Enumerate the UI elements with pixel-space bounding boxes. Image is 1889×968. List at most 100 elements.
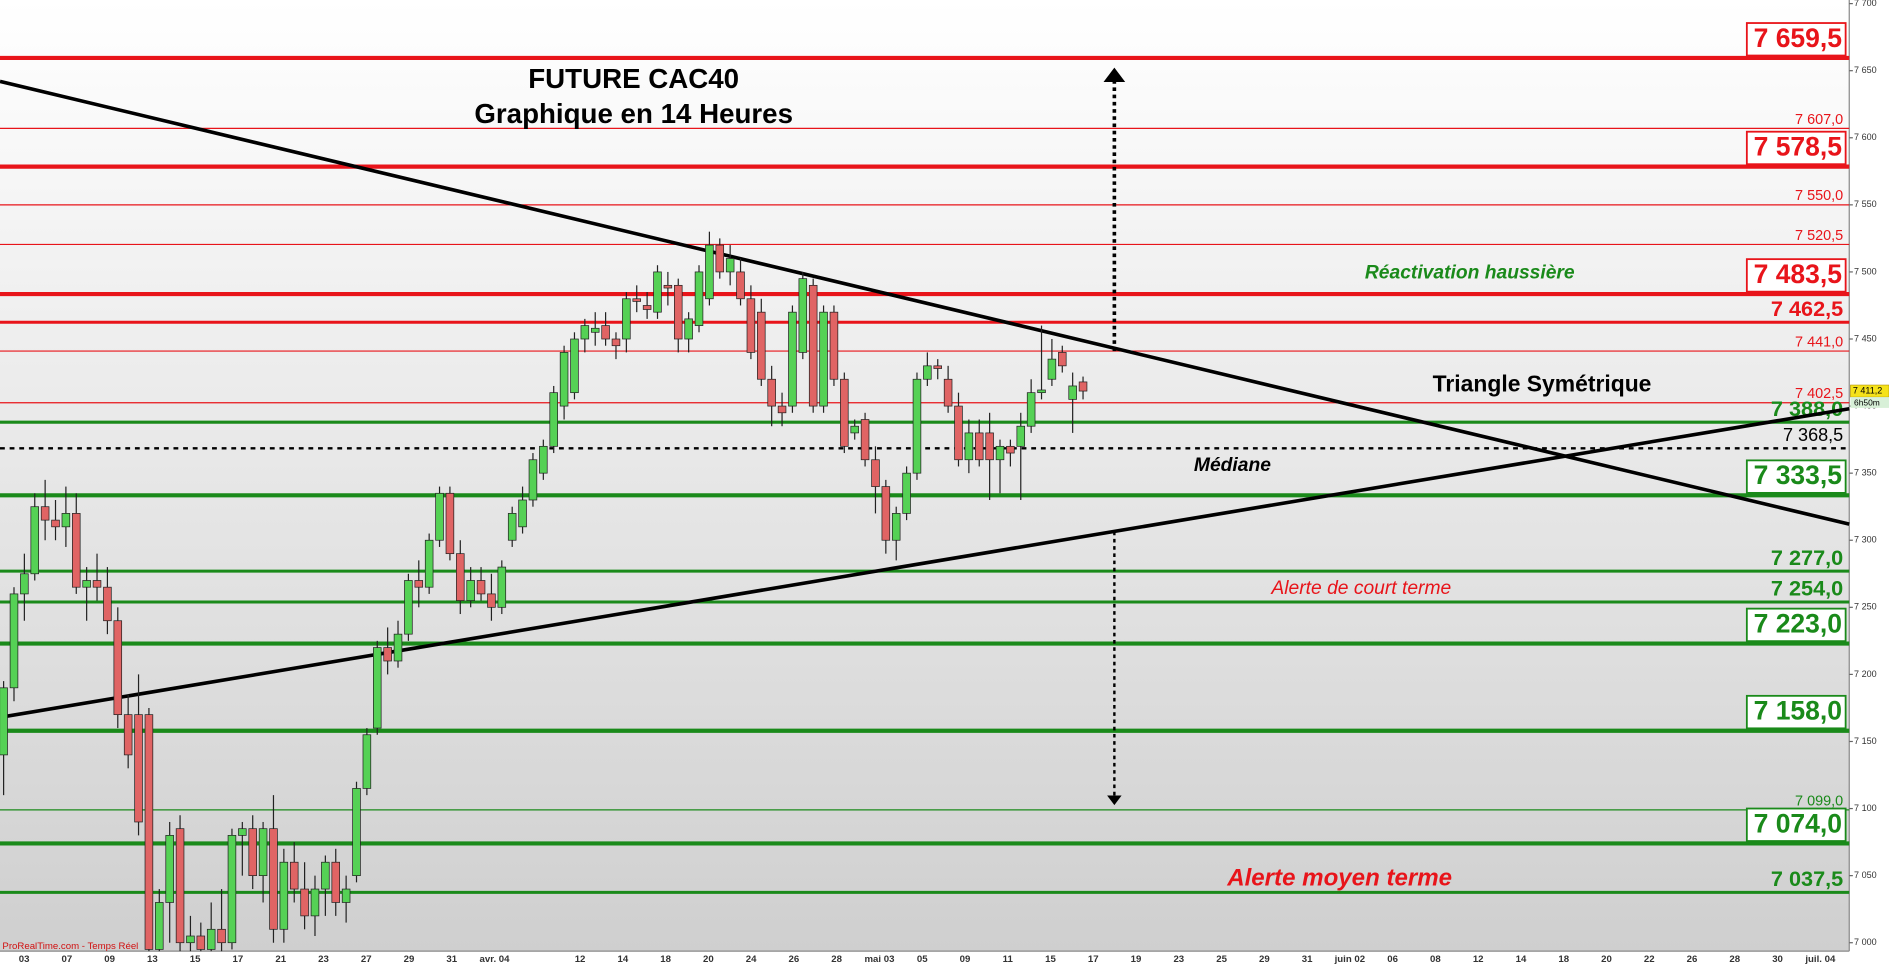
arrow-head bbox=[1107, 795, 1122, 806]
x-tick-label: 08 bbox=[1430, 954, 1441, 965]
candle-body bbox=[51, 519, 60, 528]
level-label: 7 074,0 bbox=[1754, 808, 1842, 838]
x-tick-label: 30 bbox=[1772, 954, 1783, 965]
level-label: 7 277,0 bbox=[1771, 545, 1843, 570]
y-tick-label: 7 550 bbox=[1854, 199, 1877, 209]
x-tick-label: 18 bbox=[1558, 954, 1569, 965]
candles bbox=[0, 231, 1088, 952]
level-label: 7 659,5 bbox=[1754, 23, 1842, 53]
candle-body bbox=[92, 580, 102, 588]
level-label: 7 402,5 bbox=[1795, 386, 1843, 402]
y-tick-label: 7 600 bbox=[1854, 132, 1877, 142]
candle-body bbox=[995, 445, 1005, 461]
candle-body bbox=[570, 338, 579, 394]
level-label: 7 578,5 bbox=[1754, 132, 1842, 162]
level-label: 7 158,0 bbox=[1754, 696, 1842, 726]
candle-body bbox=[808, 284, 818, 407]
candle-body bbox=[1016, 425, 1026, 447]
candle-body bbox=[871, 459, 880, 487]
candle-body bbox=[331, 861, 340, 903]
candle-body bbox=[798, 278, 808, 353]
candle-body bbox=[414, 580, 424, 588]
candle-body bbox=[1058, 352, 1067, 367]
y-tick-label: 7 350 bbox=[1854, 468, 1877, 478]
candle-body bbox=[186, 935, 195, 944]
level-label-box bbox=[1745, 130, 1847, 166]
candle-body bbox=[767, 378, 776, 407]
candle-body bbox=[943, 378, 953, 407]
level-label: 7 333,5 bbox=[1754, 460, 1842, 490]
x-tick-label: 20 bbox=[1601, 954, 1612, 965]
x-tick-label: 14 bbox=[617, 954, 628, 965]
candle-body bbox=[840, 378, 849, 447]
x-tick-label: 21 bbox=[275, 954, 286, 965]
candle-body bbox=[974, 432, 984, 461]
candle-body bbox=[985, 432, 994, 461]
level-label: 7 550,0 bbox=[1795, 188, 1843, 204]
candle-body bbox=[30, 506, 40, 575]
y-tick-label: 7 250 bbox=[1854, 602, 1877, 612]
trendline bbox=[0, 406, 1850, 720]
countdown-tag bbox=[1850, 397, 1889, 408]
x-tick-label: 11 bbox=[1003, 954, 1014, 965]
source: ProRealTime.com - Temps Réel bbox=[2, 941, 138, 952]
x-tick-label: 13 bbox=[147, 954, 158, 965]
candle-body bbox=[850, 425, 859, 434]
candle-body bbox=[487, 593, 496, 608]
candle-body bbox=[72, 513, 81, 588]
candle-body bbox=[590, 327, 600, 333]
candle-body bbox=[123, 714, 133, 756]
candle-body bbox=[352, 788, 361, 876]
x-tick-label: 03 bbox=[19, 954, 30, 965]
x-tick-label: 15 bbox=[190, 954, 201, 965]
candle-body bbox=[383, 647, 392, 662]
x-tick-label: mai 03 bbox=[864, 954, 894, 965]
x-tick-label: 29 bbox=[1259, 954, 1270, 965]
x-tick-label: 25 bbox=[1216, 954, 1227, 965]
candle-body bbox=[206, 928, 216, 950]
x-tick-label: 29 bbox=[404, 954, 415, 965]
x-tick-label: 27 bbox=[361, 954, 372, 965]
candle-body bbox=[196, 935, 206, 950]
candle-body bbox=[373, 647, 382, 729]
candle-body bbox=[289, 861, 299, 890]
candle-body bbox=[923, 365, 932, 380]
level-label: 7 368,5 bbox=[1783, 425, 1843, 445]
x-tick-label: 15 bbox=[1045, 954, 1056, 965]
y-tick-label: 7 000 bbox=[1854, 937, 1877, 947]
y-tick-label: 7 050 bbox=[1854, 870, 1877, 880]
y-tick-label: 7 500 bbox=[1854, 266, 1877, 276]
candle-body bbox=[1026, 392, 1036, 427]
candle-body bbox=[362, 734, 372, 789]
candle-body bbox=[663, 284, 673, 289]
y-tick-label: 7 450 bbox=[1854, 333, 1877, 343]
last-price-label: 7 411,2 bbox=[1853, 385, 1882, 395]
x-tick-label: 28 bbox=[1729, 954, 1740, 965]
candle-body bbox=[435, 492, 444, 541]
level-label: 7 223,0 bbox=[1754, 608, 1842, 638]
x-tick-label: 24 bbox=[746, 954, 757, 965]
candle-body bbox=[300, 888, 309, 917]
candle-body bbox=[1068, 385, 1077, 400]
candle-body bbox=[757, 311, 766, 380]
level-label: 7 441,0 bbox=[1795, 334, 1843, 350]
candle-body bbox=[279, 861, 289, 930]
x-tick-label: 28 bbox=[831, 954, 842, 965]
candle-body bbox=[82, 580, 91, 588]
x-tick-label: 12 bbox=[575, 954, 586, 965]
candle-body bbox=[902, 472, 911, 514]
countdown: 6h50m bbox=[1854, 397, 1880, 407]
annotation: Alerte moyen terme bbox=[1226, 864, 1452, 891]
x-tick-label: juin 02 bbox=[1334, 954, 1366, 965]
level-label: 7 037,5 bbox=[1771, 866, 1843, 891]
candle-body bbox=[248, 828, 257, 876]
candle-body bbox=[404, 580, 413, 635]
candle-body bbox=[549, 392, 558, 447]
level-label: 7 254,0 bbox=[1771, 576, 1843, 601]
candle-body bbox=[0, 687, 8, 756]
x-tick-label: 17 bbox=[1088, 954, 1099, 965]
x-tick-label: 12 bbox=[1473, 954, 1484, 965]
candle-body bbox=[528, 459, 538, 501]
axes: 7 000 7 050 7 100 7 150 7 200 7 250 7 300 7 350… bbox=[19, 0, 1889, 965]
y-tick-label: 7 700 bbox=[1854, 0, 1877, 8]
